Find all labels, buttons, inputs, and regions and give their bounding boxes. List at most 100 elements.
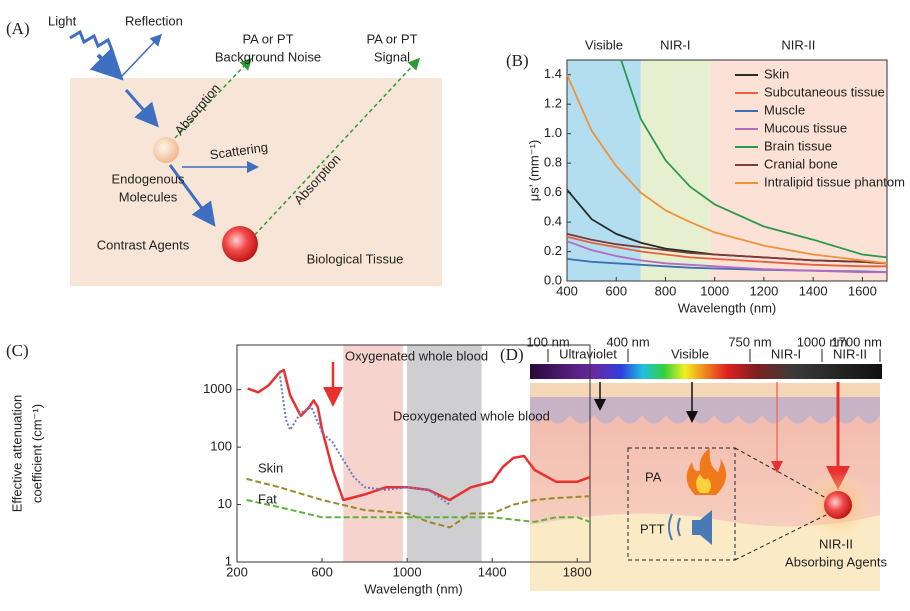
series-label: Skin [258,460,283,475]
arrow [89,46,124,81]
y-axis-label: μs’ (mm⁻¹) [526,140,541,202]
panel-label: (C) [6,341,29,360]
zoom-line [734,447,827,499]
x-axis-label: Wavelength (nm) [364,581,463,596]
light-wave [69,29,114,51]
arrow [249,57,421,241]
chart: 200 600 1000 1400 1800 1 10 100 1000 Wavelength (… [6,341,592,597]
series-line [246,499,590,523]
label: PA or PT [242,31,293,46]
x-tick-label: 1200 [749,283,778,298]
label: Endogenous [111,171,185,186]
label: Biological Tissue [307,251,404,266]
series-line [567,240,887,274]
x-axis-label: Wavelength (nm) [678,300,777,315]
spectrum-tick: 750 nm [728,334,771,349]
band [343,345,403,562]
x-tick-label: 200 [226,564,248,579]
label: PTT [640,521,665,536]
dermis [530,397,880,424]
y-tick-label: 1000 [203,381,232,396]
label: NIR-II [819,536,853,551]
y-tick-label: 1 [225,553,232,568]
spectrum-tick: 100 nm [526,334,569,349]
spectrum-tick: 400 nm [606,334,649,349]
x-tick-label: 400 [556,283,578,298]
plot-frame [236,344,591,563]
series-label: Deoxygenated whole blood [393,408,550,423]
x-tick-label: 1600 [848,283,877,298]
arrow [121,33,163,77]
endogenous-molecule [153,137,179,163]
label: Background Noise [215,49,321,64]
band-label: NIR-I [771,346,801,361]
series-line [620,60,887,259]
panel-label: (B) [506,51,529,70]
band-label: NIR-I [660,37,690,52]
label: Absorbing Agents [785,554,887,569]
band-label: Ultraviolet [559,346,617,361]
y-axis-label: Effective attenuation [9,395,24,513]
band-label: NIR-II [781,37,815,52]
x-tick-label: 600 [605,283,627,298]
label: Reflection [125,13,183,28]
subcutis [530,513,880,591]
label: PA [645,469,662,484]
y-tick-label: 1.2 [544,96,562,111]
legend-label: Cranial bone [764,156,838,171]
contrast-agent [222,226,258,262]
series-line [246,477,590,529]
x-tick-label: 1400 [478,564,507,579]
epidermis [530,383,880,397]
x-tick-label: 1800 [563,564,592,579]
legend-label: Intralipid tissue phantom [764,174,905,189]
y-tick-label: 0.6 [544,184,562,199]
band [567,60,641,281]
panel-a: (A) Light Reflection PA or PT Background… [6,13,442,286]
band-label: Visible [671,346,709,361]
y-tick-label: 0.2 [544,243,562,258]
zoom-box [627,447,736,561]
zoom-line [734,513,829,561]
series-line [567,233,887,265]
x-tick-label: 600 [311,564,333,579]
legend-label: Mucous tissue [764,120,847,135]
series-line [567,74,887,265]
band [407,345,482,562]
band [709,60,887,281]
x-tick-label: 800 [655,283,677,298]
y-tick-label: 100 [210,439,232,454]
label: Signal [374,49,410,64]
legend-label: Subcutaneous tissue [764,84,885,99]
chart: Visible NIR-I NIR-II 400 600 800 1000 1200 1400 1… [506,37,905,315]
speaker [692,510,712,545]
band-label: NIR-II [833,346,867,361]
y-tick-label: 1.4 [544,66,562,81]
legend-label: Muscle [764,102,805,117]
y-axis-label: coefficient (cm⁻¹) [29,404,44,503]
spectrum-tick: 1000 nm [797,334,848,349]
series-label: Fat [258,491,277,506]
series-line [567,235,887,268]
flame-core [696,474,711,493]
panel-label: (D) [500,345,524,364]
legend-label: Skin [764,66,789,81]
y-tick-label: 0.0 [544,272,562,287]
band-label: Visible [585,37,623,52]
y-tick-label: 0.8 [544,155,562,170]
label: Molecules [119,189,178,204]
label: PA or PT [366,31,417,46]
absorbing-agent [824,491,852,519]
label: Contrast Agents [97,237,190,252]
legend-label: Brain tissue [764,138,832,153]
x-tick-label: 1000 [393,564,422,579]
y-tick-label: 10 [218,496,232,511]
arrow [168,164,216,227]
arrow [124,89,159,128]
plot-frame [566,59,888,282]
series-line [247,368,590,502]
label: Light [48,13,77,28]
y-tick-label: 0.4 [544,214,562,229]
